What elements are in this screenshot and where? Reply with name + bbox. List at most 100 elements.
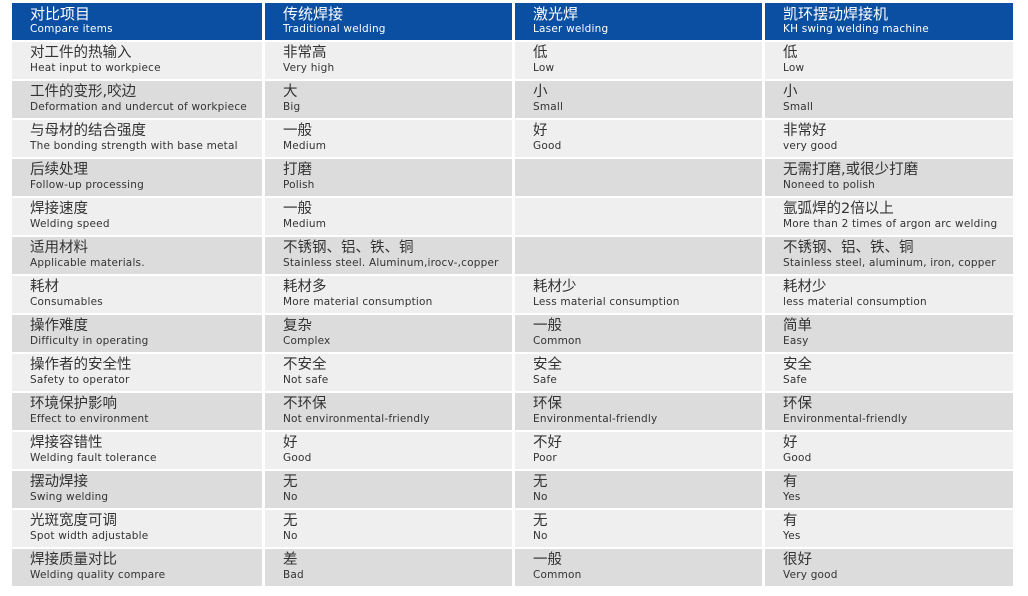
row-label-cell: 适用材料 Applicable materials.	[12, 237, 262, 274]
table-cell: 一般 Common	[515, 549, 762, 586]
cell-english-text: Easy	[783, 335, 809, 347]
header-cell: 传统焊接 Traditional welding	[265, 3, 512, 40]
row-label-cell: 摆动焊接 Swing welding	[12, 471, 262, 508]
cell-english-text: Stainless steel, aluminum, iron, copper	[783, 257, 996, 269]
cell-chinese-text: 无	[283, 513, 298, 529]
cell-english-text: Good	[283, 452, 312, 464]
cell-english-text: Laser welding	[533, 23, 609, 35]
table-cell: 有 Yes	[765, 510, 1013, 547]
cell-english-text: Polish	[283, 179, 315, 191]
table-cell: 不锈钢、铝、铁、铜 Stainless steel, aluminum, iron…	[765, 237, 1013, 274]
cell-chinese-text: 一般	[533, 318, 562, 334]
cell-chinese-text: 一般	[283, 201, 312, 217]
row-label-cell: 光斑宽度可调 Spot width adjustable	[12, 510, 262, 547]
cell-english-text: Difficulty in operating	[30, 335, 149, 347]
cell-chinese-text: 低	[533, 45, 548, 61]
table-cell: 氩弧焊的2倍以上 More than 2 times of argon arc w…	[765, 198, 1013, 235]
cell-chinese-text: 凯环摆动焊接机	[783, 5, 889, 23]
table-cell: 低 Low	[765, 42, 1013, 79]
cell-english-text: Safe	[783, 374, 808, 386]
cell-chinese-text: 打磨	[283, 162, 312, 178]
cell-english-text: Good	[783, 452, 812, 464]
cell-chinese-text: 不锈钢、铝、铁、铜	[283, 240, 414, 256]
cell-english-text: More material consumption	[283, 296, 433, 308]
table-cell: 好 Good	[765, 432, 1013, 469]
header-cell: 凯环摆动焊接机 KH swing welding machine	[765, 3, 1013, 40]
cell-english-text: Environmental-friendly	[783, 413, 908, 425]
cell-chinese-text: 环保	[783, 396, 812, 412]
table-cell: 打磨 Polish	[265, 159, 512, 196]
table-cell: 小 Small	[765, 81, 1013, 118]
cell-chinese-text: 不好	[533, 435, 562, 451]
row-label-cell: 对工件的热输入 Heat input to workpiece	[12, 42, 262, 79]
table-cell: 环保 Environmental-friendly	[765, 393, 1013, 430]
cell-chinese-text: 简单	[783, 318, 812, 334]
table-cell: 一般 Medium	[265, 198, 512, 235]
cell-chinese-text: 好	[283, 435, 298, 451]
cell-chinese-text: 氩弧焊的2倍以上	[783, 201, 894, 217]
cell-english-text: More than 2 times of argon arc welding	[783, 218, 998, 230]
cell-english-text: Common	[533, 569, 582, 581]
cell-english-text: Medium	[283, 140, 327, 152]
cell-chinese-text: 环保	[533, 396, 562, 412]
cell-english-text: Poor	[533, 452, 557, 464]
cell-chinese-text: 好	[783, 435, 798, 451]
cell-chinese-text: 对比项目	[30, 5, 91, 23]
cell-chinese-text: 低	[783, 45, 798, 61]
cell-english-text: Welding quality compare	[30, 569, 166, 581]
cell-chinese-text: 无	[533, 513, 548, 529]
cell-chinese-text: 一般	[533, 552, 562, 568]
table-cell: 大 Big	[265, 81, 512, 118]
header-cell: 激光焊 Laser welding	[515, 3, 762, 40]
row-label-cell: 工件的变形,咬边 Deformation and undercut of work…	[12, 81, 262, 118]
cell-english-text: Follow-up processing	[30, 179, 144, 191]
cell-chinese-text: 有	[783, 474, 798, 490]
cell-english-text: Yes	[783, 491, 801, 503]
cell-chinese-text: 激光焊	[533, 5, 579, 23]
cell-english-text: Applicable materials.	[30, 257, 145, 269]
table-cell: 无需打磨,或很少打磨 Noneed to polish	[765, 159, 1013, 196]
cell-english-text: Less material consumption	[533, 296, 680, 308]
cell-english-text: Safety to operator	[30, 374, 130, 386]
cell-chinese-text: 小	[533, 84, 548, 100]
table-cell: 有 Yes	[765, 471, 1013, 508]
cell-chinese-text: 非常好	[783, 123, 827, 139]
cell-chinese-text: 安全	[533, 357, 562, 373]
cell-english-text: Heat input to workpiece	[30, 62, 161, 74]
cell-english-text: No	[283, 530, 298, 542]
row-label-cell: 后续处理 Follow-up processing	[12, 159, 262, 196]
cell-english-text: Consumables	[30, 296, 103, 308]
table-cell	[515, 198, 762, 235]
cell-english-text: Deformation and undercut of workpiece	[30, 101, 247, 113]
cell-english-text: Medium	[283, 218, 327, 230]
cell-english-text: Common	[533, 335, 582, 347]
cell-chinese-text: 操作者的安全性	[30, 357, 132, 373]
cell-chinese-text: 差	[283, 552, 298, 568]
cell-chinese-text: 安全	[783, 357, 812, 373]
cell-english-text: Welding fault tolerance	[30, 452, 157, 464]
cell-english-text: Compare items	[30, 23, 113, 35]
table-cell: 不好 Poor	[515, 432, 762, 469]
cell-english-text: Low	[533, 62, 555, 74]
cell-english-text: KH swing welding machine	[783, 23, 929, 35]
cell-chinese-text: 小	[783, 84, 798, 100]
cell-chinese-text: 焊接质量对比	[30, 552, 117, 568]
cell-chinese-text: 无需打磨,或很少打磨	[783, 162, 919, 178]
table-cell: 小 Small	[515, 81, 762, 118]
row-label-cell: 与母材的结合强度 The bonding strength with base m…	[12, 120, 262, 157]
cell-chinese-text: 非常高	[283, 45, 327, 61]
cell-english-text: Welding speed	[30, 218, 110, 230]
comparison-table: 对比项目 Compare items 传统焊接 Traditional welding…	[12, 3, 1013, 586]
cell-chinese-text: 摆动焊接	[30, 474, 88, 490]
cell-english-text: Small	[533, 101, 564, 113]
cell-english-text: Bad	[283, 569, 304, 581]
table-cell: 无 No	[515, 471, 762, 508]
cell-chinese-text: 无	[533, 474, 548, 490]
cell-chinese-text: 适用材料	[30, 240, 88, 256]
cell-chinese-text: 对工件的热输入	[30, 45, 132, 61]
table-cell: 不安全 Not safe	[265, 354, 512, 391]
cell-english-text: Effect to environment	[30, 413, 149, 425]
cell-english-text: Swing welding	[30, 491, 109, 503]
cell-english-text: Low	[783, 62, 805, 74]
table-cell: 非常高 Very high	[265, 42, 512, 79]
